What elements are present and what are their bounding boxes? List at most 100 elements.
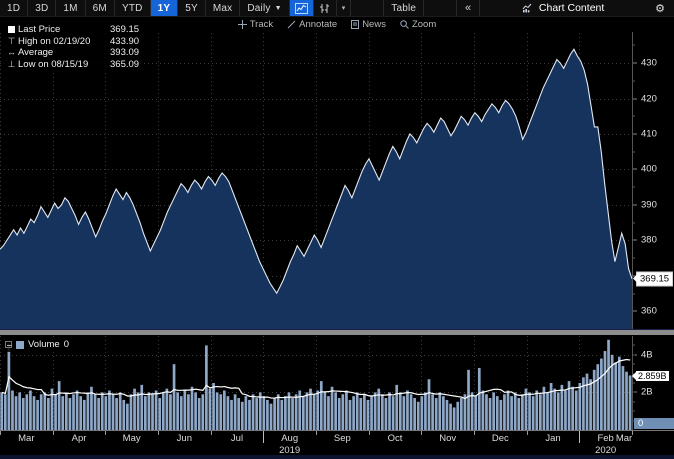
legend-label-high: High on 02/19/20	[18, 35, 91, 47]
volume-bar	[276, 394, 280, 430]
volume-bar	[82, 399, 86, 430]
volume-bar	[535, 390, 539, 430]
volume-series-area	[0, 339, 632, 430]
x-axis-year-separator	[263, 431, 265, 443]
volume-bar	[316, 390, 320, 430]
volume-y-axis[interactable]: 2.859B 0 4B 2B	[632, 336, 674, 430]
chart-content-button[interactable]: Chart Content	[512, 0, 614, 16]
panel-divider[interactable]	[0, 329, 674, 335]
x-axis[interactable]: Mar Apr May Jun Jul Aug Sep Oct Nov Dec Jan Feb Mar 2…	[0, 430, 674, 459]
grid-line-v	[0, 17, 1, 329]
x-axis-label: Nov	[439, 433, 457, 444]
interval-dropdown[interactable]: Daily ▼	[240, 0, 290, 16]
range-button-6m[interactable]: 6M	[86, 0, 115, 16]
volume-bar	[240, 401, 244, 430]
annotate-tool-button[interactable]: Annotate	[280, 19, 344, 30]
table-button[interactable]: Table	[384, 0, 425, 16]
volume-bar	[222, 390, 226, 430]
more-options-dropdown[interactable]: ▾	[337, 0, 352, 16]
volume-bar	[589, 379, 592, 430]
high-marker-icon: ⊤	[7, 35, 16, 46]
x-axis-year-separator	[579, 431, 581, 443]
volume-bar	[352, 396, 355, 430]
range-button-ytd[interactable]: YTD	[115, 0, 151, 16]
range-button-max[interactable]: Max	[206, 0, 241, 16]
news-tool-button[interactable]: News	[344, 19, 393, 30]
range-button-1d[interactable]: 1D	[0, 0, 29, 16]
volume-bar	[90, 386, 93, 430]
y-axis-label: 390	[641, 199, 657, 211]
volume-bar	[377, 388, 381, 430]
volume-axis-minor-tick	[633, 401, 635, 403]
volume-axis-minor-tick	[633, 344, 635, 346]
grid-line-v	[105, 336, 107, 430]
volume-bar	[578, 383, 582, 430]
volume-bar	[628, 375, 632, 430]
volume-bar	[176, 392, 179, 430]
volume-bar	[373, 392, 377, 430]
y-axis-label: 410	[641, 128, 657, 140]
volume-bar	[43, 392, 47, 430]
range-button-5y[interactable]: 5Y	[178, 0, 206, 16]
range-button-3d[interactable]: 3D	[28, 0, 57, 16]
crosshair-icon	[237, 20, 247, 29]
toolbar-spacer-mid	[424, 0, 457, 16]
zoom-tool-button[interactable]: Zoom	[393, 19, 443, 30]
volume-bar	[219, 394, 223, 430]
volume-bar	[553, 388, 557, 430]
volume-bar	[409, 394, 413, 430]
y-axis-tick	[633, 168, 637, 170]
volume-bar	[298, 390, 302, 430]
x-axis-tick	[158, 431, 159, 435]
volume-axis-minor-tick	[633, 382, 635, 384]
x-axis-label: May	[122, 433, 141, 444]
expand-icon[interactable]	[5, 341, 12, 348]
volume-bar	[172, 364, 176, 430]
volume-bar	[621, 366, 625, 430]
range-button-1m[interactable]: 1M	[56, 0, 86, 16]
price-y-axis[interactable]: 369.15 440430420410400390380360	[632, 17, 674, 329]
annotate-label: Annotate	[299, 19, 338, 30]
volume-bar	[233, 394, 237, 430]
volume-bar	[424, 392, 427, 430]
volume-bar	[161, 392, 165, 430]
volume-bar	[291, 398, 294, 430]
bar-chart-icon[interactable]	[314, 0, 337, 16]
volume-bar	[485, 394, 488, 430]
grid-line-v	[0, 336, 1, 430]
volume-bar	[345, 390, 348, 430]
x-axis-label: Jun	[176, 433, 192, 444]
legend-row-low: ⊥ Low on 08/15/19 365.09	[5, 59, 139, 71]
x-axis-label: Apr	[71, 433, 87, 444]
collapse-panel-button[interactable]: «	[457, 0, 481, 16]
volume-bar	[86, 392, 90, 430]
volume-bar	[610, 354, 614, 430]
volume-bar	[614, 362, 618, 430]
track-tool-button[interactable]: Track	[231, 19, 280, 30]
y-axis-minor-tick	[633, 222, 635, 224]
price-chart-panel[interactable]	[0, 17, 632, 329]
chart-content-icon	[522, 3, 532, 13]
volume-chart-panel[interactable]	[0, 336, 632, 430]
chevron-down-icon: ▼	[274, 4, 282, 12]
volume-axis-label: 2B	[641, 386, 653, 398]
y-axis-label: 420	[641, 93, 657, 105]
volume-bar	[380, 394, 384, 430]
volume-bar	[301, 396, 305, 430]
volume-bar	[79, 396, 83, 430]
volume-legend-value: 0	[63, 339, 69, 350]
gear-icon[interactable]: ⚙	[655, 2, 665, 15]
line-chart-icon[interactable]	[289, 0, 314, 16]
range-button-1y[interactable]: 1Y	[150, 0, 179, 16]
volume-bar	[97, 398, 100, 430]
volume-bar	[370, 396, 373, 430]
volume-bar	[126, 403, 129, 430]
grid-line-v	[105, 17, 107, 329]
grid-line-v	[526, 336, 528, 430]
volume-bar	[431, 394, 434, 430]
volume-bar	[309, 388, 312, 430]
volume-bar	[334, 392, 337, 430]
volume-bar	[617, 356, 621, 430]
volume-axis-minor-tick	[633, 391, 635, 393]
volume-bar	[39, 394, 43, 430]
